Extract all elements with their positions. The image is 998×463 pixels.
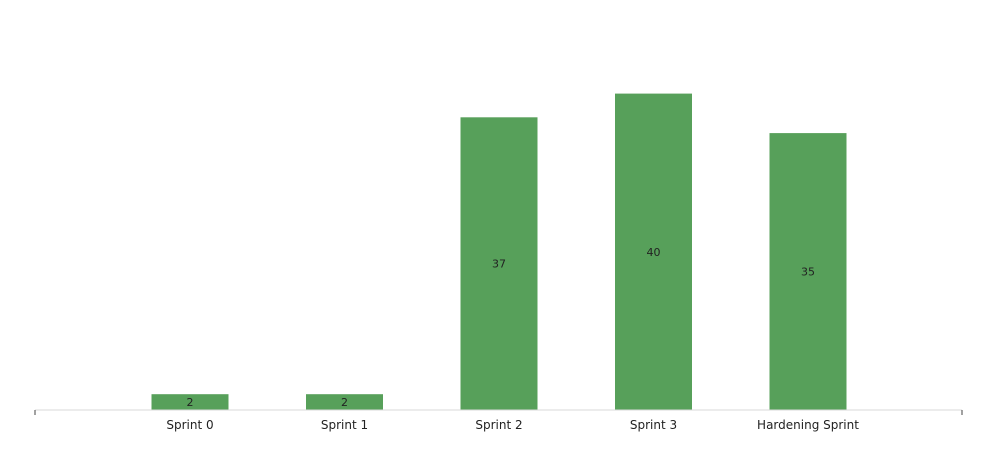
bar[interactable]: [615, 93, 692, 410]
x-tick-label: Sprint 2: [475, 418, 522, 432]
bar[interactable]: [460, 117, 538, 411]
bar[interactable]: [151, 394, 229, 410]
x-tick-label: Sprint 3: [630, 418, 677, 432]
data-label: 40: [647, 246, 661, 259]
x-tick-label: Sprint 1: [321, 418, 368, 432]
data-label: 2: [341, 396, 348, 409]
data-labels-layer: 2 2 37 40 35: [187, 246, 816, 409]
bar[interactable]: [306, 394, 383, 410]
x-tick-label: Hardening Sprint: [757, 418, 859, 432]
x-tick-label: Sprint 0: [166, 418, 213, 432]
data-label: 2: [187, 396, 194, 409]
bar[interactable]: [769, 133, 847, 410]
data-label: 37: [492, 258, 506, 271]
x-axis: Sprint 0 Sprint 1 Sprint 2 Sprint 3 Hardenin…: [34, 409, 963, 432]
data-label: 35: [801, 266, 815, 279]
bars-layer: [151, 93, 847, 411]
